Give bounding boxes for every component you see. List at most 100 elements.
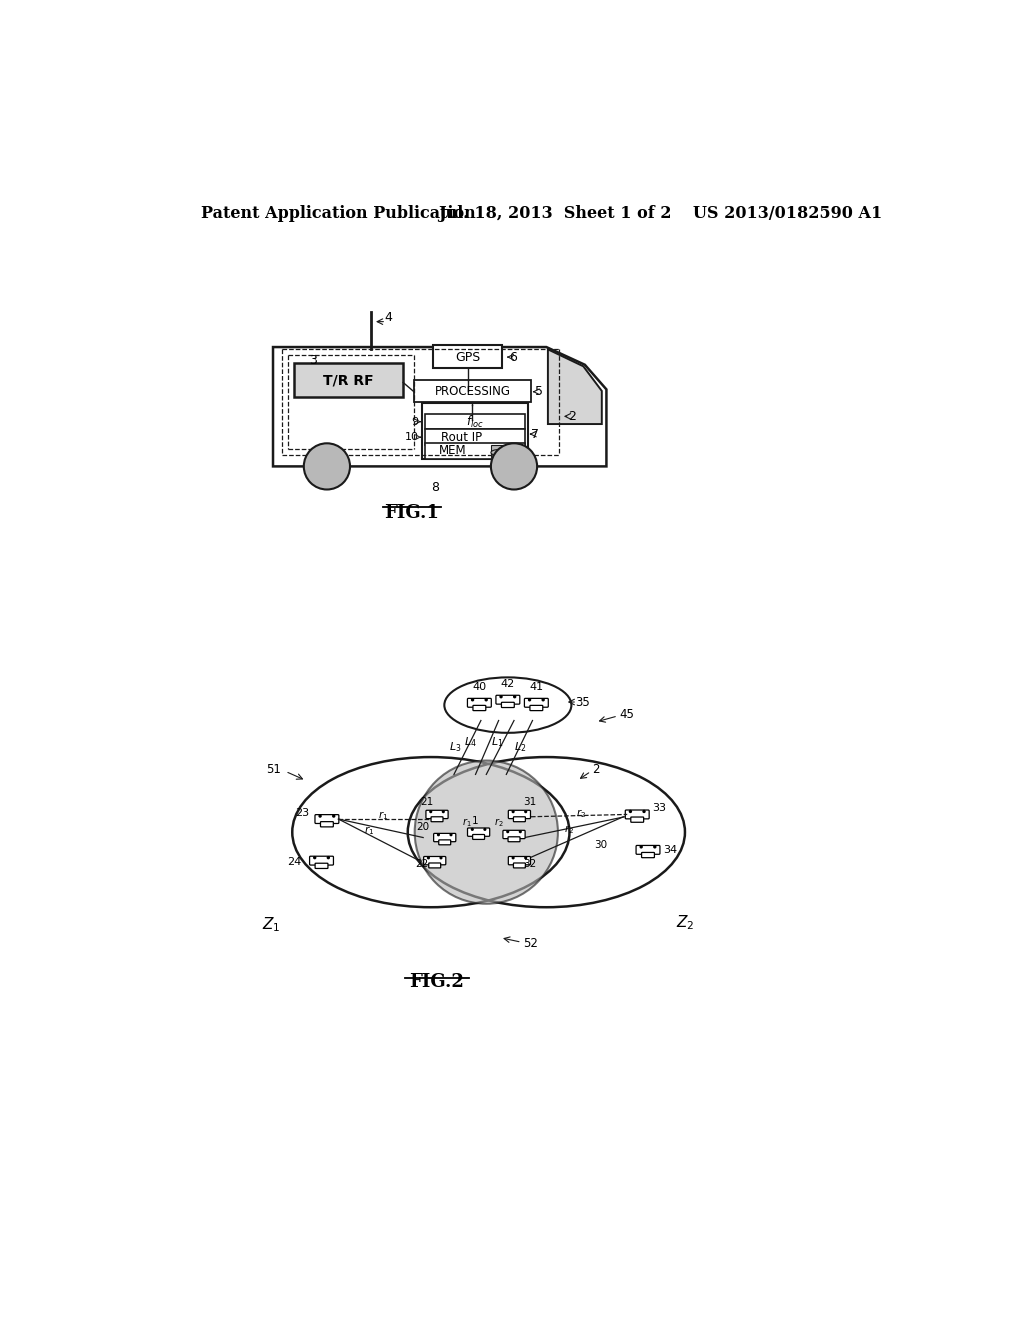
Text: 21: 21 [421,797,433,807]
Circle shape [483,828,486,832]
FancyBboxPatch shape [315,814,339,824]
Bar [433,345,503,368]
Circle shape [332,814,336,818]
Bar [490,445,508,457]
FancyBboxPatch shape [433,833,456,842]
Text: 33: 33 [652,804,667,813]
Circle shape [512,857,515,859]
FancyBboxPatch shape [321,821,334,826]
Bar [422,404,528,459]
FancyBboxPatch shape [502,702,514,708]
Bar [425,429,524,445]
Circle shape [441,810,444,813]
Circle shape [471,698,474,701]
Text: 31: 31 [523,797,536,807]
FancyBboxPatch shape [473,705,485,710]
Text: 4: 4 [385,312,392,325]
Text: US 2013/0182590 A1: US 2013/0182590 A1 [692,206,882,222]
FancyBboxPatch shape [513,863,525,869]
Circle shape [653,845,656,849]
Text: $Z_1$: $Z_1$ [262,915,281,935]
FancyBboxPatch shape [424,857,445,865]
Bar [425,414,524,429]
Text: 7: 7 [531,428,539,441]
Circle shape [427,857,430,859]
Circle shape [513,696,516,698]
Text: $L_3$: $L_3$ [450,739,462,754]
FancyBboxPatch shape [513,817,525,822]
Text: FIG.2: FIG.2 [410,973,465,991]
Text: 42: 42 [501,680,515,689]
Text: 6: 6 [509,351,517,363]
Text: $r_2$: $r_2$ [564,824,574,837]
Text: Jul. 18, 2013  Sheet 1 of 2: Jul. 18, 2013 Sheet 1 of 2 [438,206,672,222]
Circle shape [490,444,538,490]
Circle shape [318,814,322,818]
Circle shape [471,828,474,832]
FancyBboxPatch shape [473,834,484,840]
FancyBboxPatch shape [626,810,649,818]
Text: 23: 23 [295,808,309,818]
Text: 30: 30 [594,841,607,850]
Circle shape [527,698,531,701]
Circle shape [429,810,432,813]
Text: $r_2$: $r_2$ [494,816,504,829]
FancyBboxPatch shape [631,817,644,822]
Text: 2: 2 [568,409,575,422]
Text: $Z_2$: $Z_2$ [676,913,694,932]
Text: $L_2$: $L_2$ [514,739,526,754]
Circle shape [512,810,515,813]
FancyBboxPatch shape [496,696,520,704]
Text: 2: 2 [593,763,600,776]
Text: $r_1$: $r_1$ [365,824,375,837]
Circle shape [327,855,330,859]
Text: 20: 20 [417,822,430,832]
Text: 9: 9 [412,417,419,426]
Text: 8: 8 [431,480,438,494]
Text: 52: 52 [523,937,539,950]
Polygon shape [273,347,606,466]
Text: $f_{loc}$: $f_{loc}$ [466,413,483,430]
FancyBboxPatch shape [642,853,654,858]
Text: FIG.1: FIG.1 [384,504,439,521]
Circle shape [313,855,316,859]
FancyBboxPatch shape [426,810,449,818]
Circle shape [500,696,503,698]
Circle shape [437,833,440,837]
Ellipse shape [490,450,508,455]
FancyBboxPatch shape [309,857,334,865]
Text: 10: 10 [404,432,419,442]
FancyBboxPatch shape [315,863,328,869]
FancyBboxPatch shape [467,698,492,708]
Text: 32: 32 [523,859,536,870]
Circle shape [640,845,643,849]
Text: $L_4$: $L_4$ [464,735,477,748]
FancyBboxPatch shape [468,828,489,837]
Text: MEM: MEM [438,445,466,458]
FancyBboxPatch shape [438,840,451,845]
Text: 51: 51 [266,763,281,776]
Text: 22: 22 [415,859,428,870]
Text: $r_1$: $r_1$ [378,809,388,822]
Text: $r_1$: $r_1$ [462,816,471,829]
Text: T/R RF: T/R RF [324,374,374,387]
Circle shape [484,698,487,701]
Circle shape [542,698,545,701]
Text: 41: 41 [529,681,544,692]
Text: PROCESSING: PROCESSING [434,385,510,399]
Bar [294,363,403,397]
Text: 1: 1 [472,816,479,825]
Circle shape [450,833,453,837]
FancyBboxPatch shape [530,705,543,710]
Bar [414,380,531,401]
FancyBboxPatch shape [431,817,443,822]
Circle shape [629,809,632,813]
Bar [425,444,524,459]
Circle shape [524,857,527,859]
Circle shape [439,857,442,859]
Text: 3: 3 [309,354,317,367]
Circle shape [642,809,646,813]
Text: 35: 35 [575,696,591,709]
FancyBboxPatch shape [636,845,659,854]
Text: Patent Application Publication: Patent Application Publication [202,206,476,222]
